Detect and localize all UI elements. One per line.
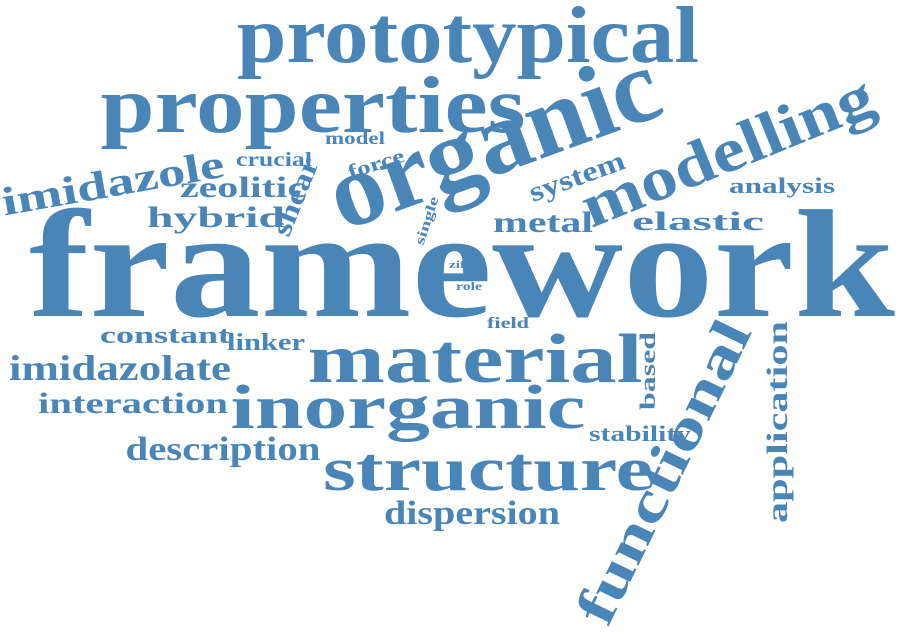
word-dispersion: dispersion [384,495,560,532]
word-model: model [325,128,385,148]
word-elastic: elastic [632,207,764,236]
word-application: application [761,321,794,523]
word-field: field [487,315,529,332]
word-stability: stability [589,421,691,446]
word-zifs: zifs [449,259,472,271]
word-linker: linker [227,330,305,356]
word-constant: constant [100,323,230,349]
word-properties: properties [101,62,526,150]
word-structure: structure [323,436,653,504]
word-role: role [456,279,483,293]
word-crucial: crucial [236,149,313,171]
word-imidazolate: imidazolate [9,348,231,388]
word-analysis: analysis [729,173,836,198]
word-hybrid: hybrid [147,201,285,234]
word-description: description [126,431,321,468]
word-based: based [635,332,660,410]
word-interaction: interaction [38,387,228,420]
word-metal: metal [493,206,593,239]
